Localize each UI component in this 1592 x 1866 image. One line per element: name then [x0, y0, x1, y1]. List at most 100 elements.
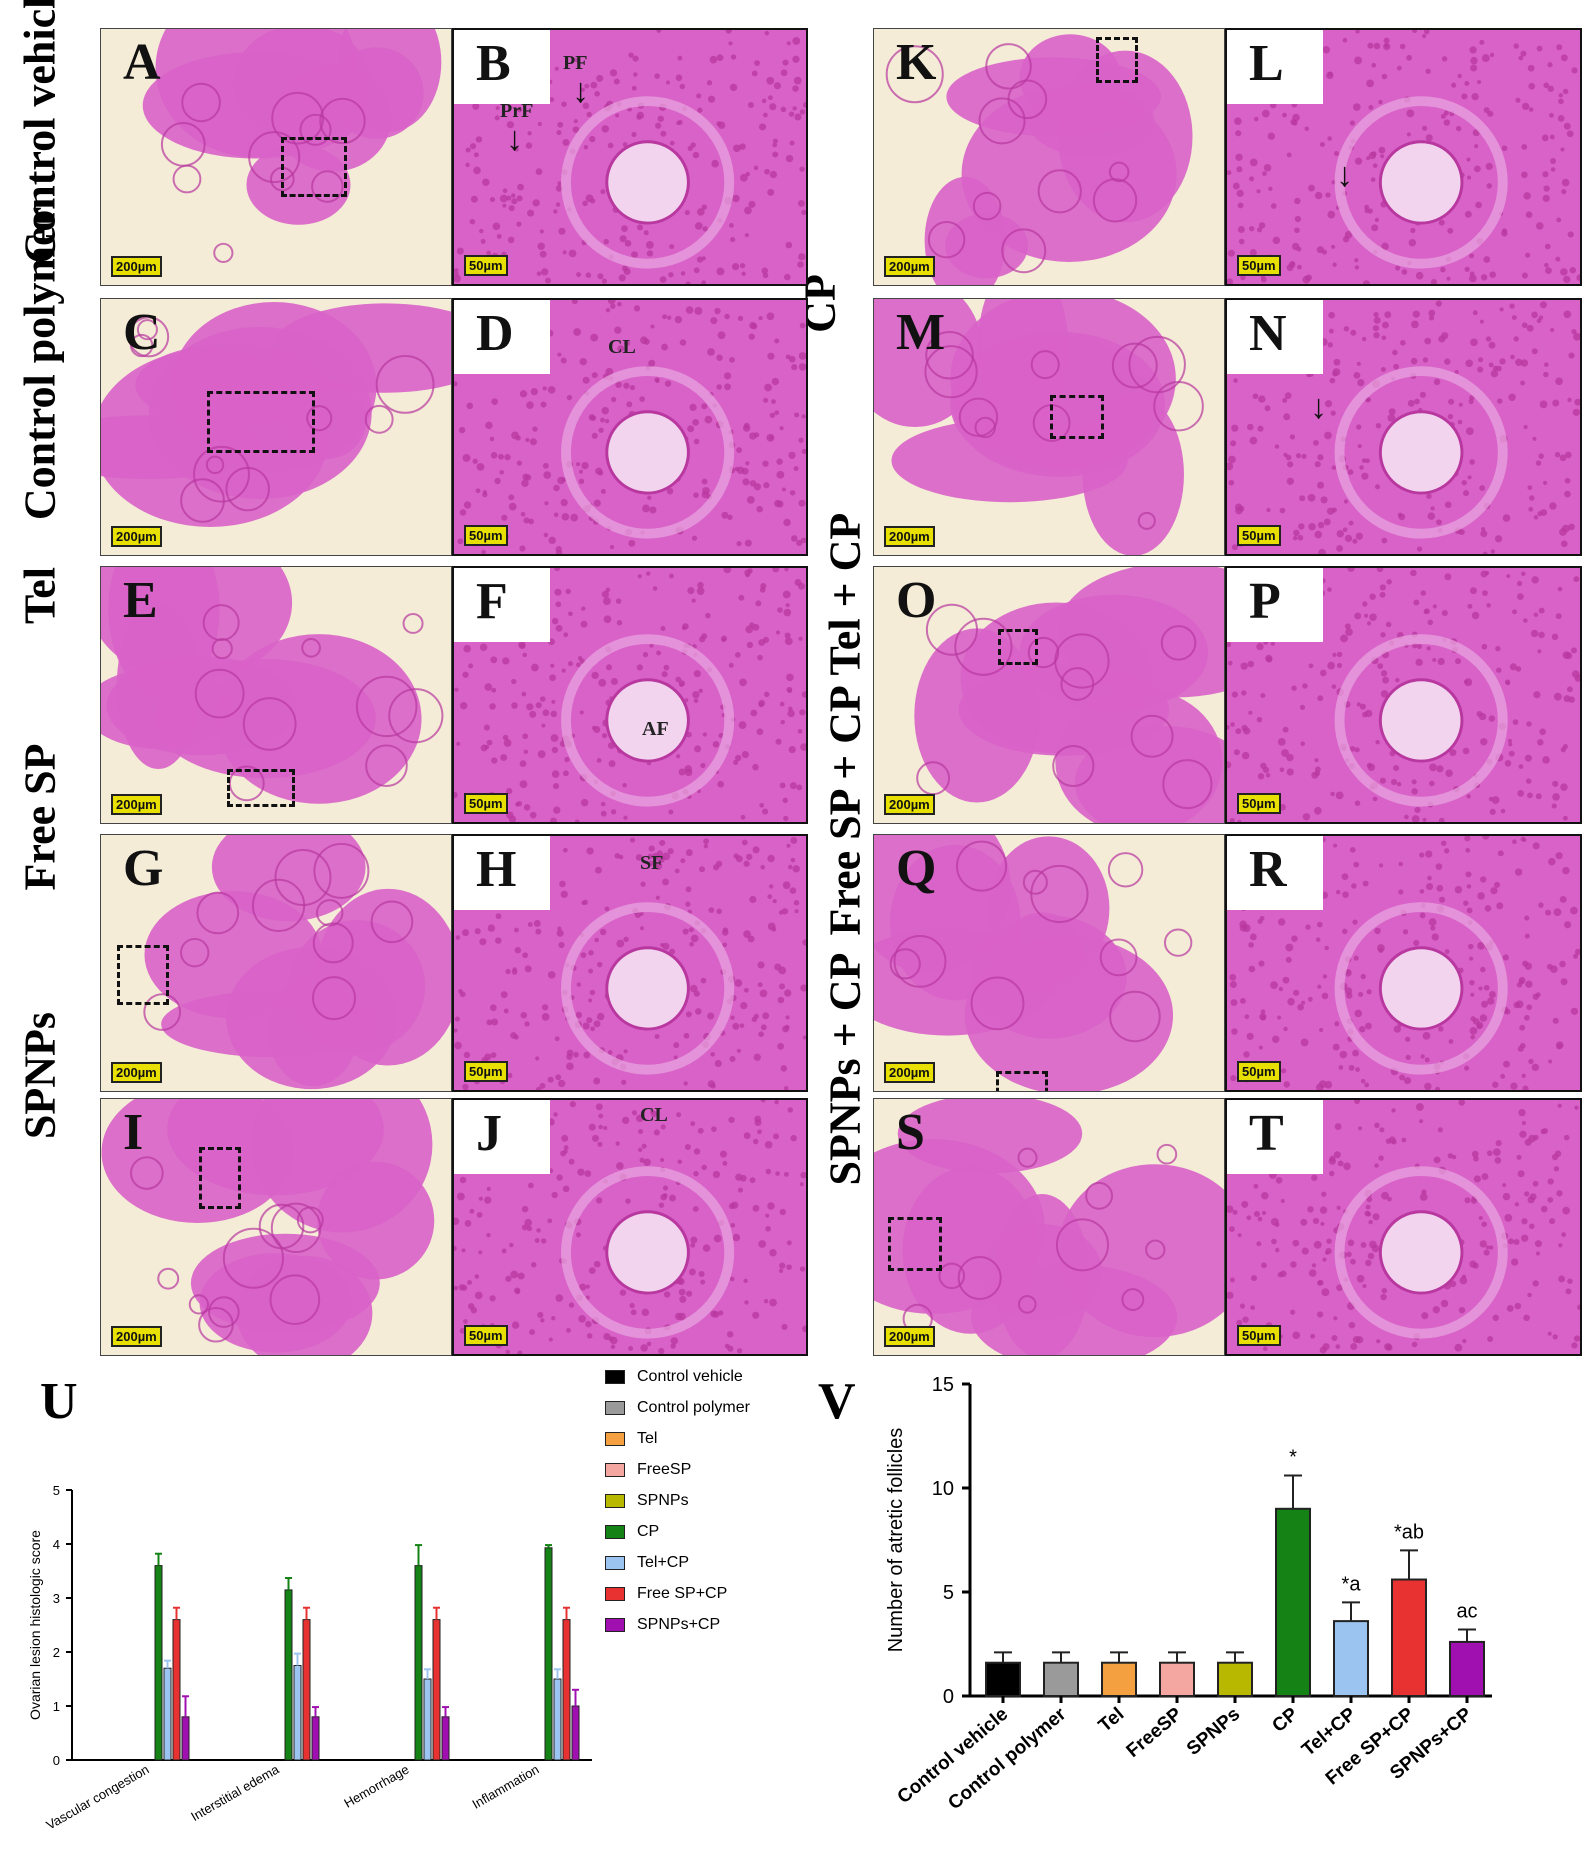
scale-bar: 50µm	[1237, 1061, 1281, 1082]
panel-letter-V: V	[818, 1373, 856, 1430]
micrograph-panel-E: E 200µm	[100, 566, 452, 824]
panel-letter-J: J	[454, 1100, 550, 1174]
legend-label: Tel	[637, 1430, 658, 1447]
bar-spnps-cp	[571, 1705, 580, 1761]
legend-label: Control polymer	[637, 1399, 750, 1416]
micrograph-panel-O: O 200µm	[873, 566, 1225, 824]
bar-cp	[154, 1565, 163, 1761]
legend-label: CP	[637, 1523, 660, 1540]
arrow-marker: ↓	[1310, 388, 1327, 426]
bar-tel-cp	[293, 1665, 302, 1761]
bar-free-sp-cp	[432, 1619, 441, 1761]
legend-label: Control vehicle	[637, 1368, 743, 1385]
micrograph-panel-L: L 50µm	[1225, 28, 1582, 286]
y-tick-label: 3	[53, 1591, 60, 1606]
micrograph-panel-K: K 200µm	[873, 28, 1225, 286]
inset-box	[998, 629, 1038, 665]
legend-label: SPNPs	[637, 1492, 689, 1509]
scale-bar: 200µm	[884, 1062, 935, 1083]
legend-item: FreeSP	[605, 1461, 691, 1479]
y-axis-label: Number of atretic follicles	[885, 1428, 907, 1653]
bar-control-polymer	[1043, 1661, 1079, 1697]
panel-letter-C: C	[123, 304, 161, 361]
micrograph-panel-R: R 50µm	[1225, 834, 1582, 1092]
bar-control-vehicle	[985, 1661, 1021, 1697]
legend-item: SPNPs+CP	[605, 1616, 720, 1634]
group-label-control-polymer: Control polymer	[15, 206, 65, 521]
arrow-marker: ↓	[1336, 156, 1353, 194]
bar-spnps-cp	[441, 1716, 450, 1761]
bar-tel-cp	[163, 1667, 172, 1761]
legend-item: CP	[605, 1523, 659, 1541]
micrograph-panel-I: I 200µm	[100, 1098, 452, 1356]
legend-label: SPNPs+CP	[637, 1616, 721, 1633]
legend-item: Tel	[605, 1430, 657, 1448]
micrograph-panel-H: H 50µm	[452, 834, 808, 1092]
panel-letter-M: M	[896, 304, 946, 361]
y-tick-label: 0	[943, 1686, 954, 1708]
panel-letter-H: H	[454, 836, 550, 910]
scale-bar: 50µm	[464, 255, 508, 276]
panel-letter-U: U	[40, 1373, 78, 1430]
scale-bar: 200µm	[884, 794, 935, 815]
bar-spnps-cp	[1449, 1640, 1485, 1698]
micrograph-panel-F: F 50µm	[452, 566, 808, 824]
annotation-cl-j: CL	[640, 1104, 668, 1126]
scale-bar: 200µm	[884, 256, 935, 277]
inset-box	[117, 945, 169, 1005]
panel-letter-Q: Q	[896, 840, 937, 897]
panel-letter-K: K	[896, 34, 937, 91]
scale-bar: 200µm	[111, 1062, 162, 1083]
micrograph-panel-T: T 50µm	[1225, 1098, 1582, 1356]
scale-bar: 50µm	[1237, 1325, 1281, 1346]
scale-bar: 200µm	[111, 794, 162, 815]
y-tick-label: 4	[53, 1537, 60, 1552]
bar-free-sp-cp	[172, 1619, 181, 1761]
bar-spnps-cp	[181, 1716, 190, 1761]
annotation-pf: PF	[563, 52, 588, 74]
inset-box	[996, 1071, 1048, 1091]
group-label-tel: Tel	[15, 566, 65, 625]
panel-letter-F: F	[454, 568, 550, 642]
significance-label: *ab	[1394, 1521, 1424, 1543]
legend-label: Free SP+CP	[637, 1585, 728, 1602]
legend-item: Control polymer	[605, 1399, 750, 1417]
panel-letter-P: P	[1227, 568, 1323, 642]
micrograph-panel-Q: Q 200µm	[873, 834, 1225, 1092]
chart-ovarian-lesion-score: 0 1 2 3 4 5 Ovarian lesion histologic score Vas…	[27, 1483, 592, 1833]
x-tick-label: Inflammation	[470, 1762, 542, 1812]
arrow-marker: ↓	[506, 120, 523, 158]
bar-tel-cp	[423, 1678, 432, 1761]
group-label-spnps: SPNPs	[15, 1011, 65, 1140]
bar-spnps	[1217, 1661, 1253, 1697]
y-tick-label: 5	[943, 1582, 954, 1604]
bar-cp	[414, 1565, 423, 1761]
panel-letter-B: B	[454, 30, 550, 104]
micrograph-panel-C: C 200µm	[100, 298, 452, 556]
legend-item: Tel+CP	[605, 1554, 689, 1572]
y-tick-label: 5	[53, 1483, 60, 1498]
significance-label: *	[1289, 1447, 1297, 1469]
legend-item: Control vehicle	[605, 1368, 743, 1386]
scale-bar: 50µm	[464, 793, 508, 814]
x-tick-label: Interstitial edema	[188, 1761, 282, 1824]
bar-tel	[1101, 1661, 1137, 1697]
scale-bar: 200µm	[111, 1326, 162, 1347]
scale-bar: 200µm	[884, 526, 935, 547]
significance-label: ac	[1456, 1600, 1477, 1622]
scale-bar: 50µm	[1237, 255, 1281, 276]
inset-box	[227, 769, 295, 807]
annotation-sf: SF	[640, 852, 664, 874]
y-tick-label: 10	[932, 1478, 954, 1500]
legend-swatch	[605, 1431, 625, 1446]
micrograph-panel-B: B 50µm	[452, 28, 808, 286]
panel-letter-N: N	[1227, 300, 1323, 374]
micrograph-panel-G: G 200µm	[100, 834, 452, 1092]
micrograph-panel-N: N 50µm	[1225, 298, 1582, 556]
legend-swatch	[605, 1617, 625, 1632]
legend-swatch	[605, 1462, 625, 1477]
annotation-cl-d: CL	[608, 336, 636, 358]
legend-swatch	[605, 1400, 625, 1415]
group-label-tel-cp: Tel + CP	[820, 512, 870, 676]
bar-free-sp-cp	[1391, 1578, 1427, 1698]
